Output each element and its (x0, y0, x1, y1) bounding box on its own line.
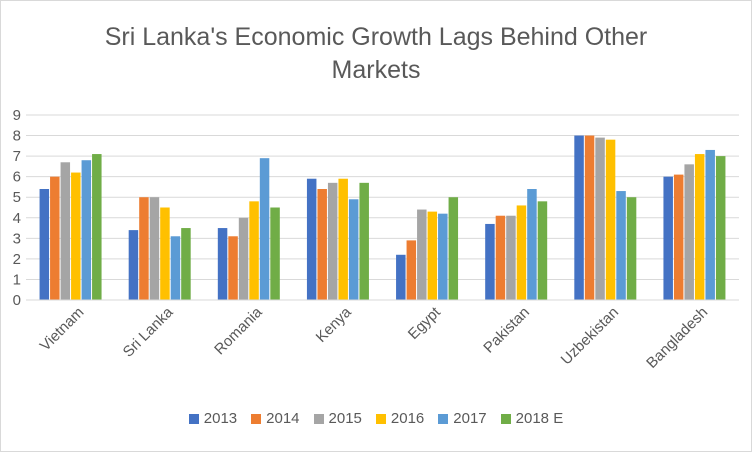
bar-vietnam-2013 (39, 189, 50, 300)
bar-pakistan-2013 (485, 223, 495, 300)
bar-romania-2018-e (270, 207, 280, 300)
legend-item: 2018 E (500, 410, 564, 427)
bar-bangladesh-2015 (684, 164, 694, 300)
bar-sri-lanka-2014 (139, 197, 149, 300)
bar-egypt-2014 (406, 240, 417, 300)
legend-swatch (438, 413, 449, 424)
bar-pakistan-2017 (527, 189, 537, 300)
bar-kenya-2013 (306, 178, 317, 300)
bar-sri-lanka-2018-e (181, 228, 191, 300)
y-tick-label: 8 (13, 128, 21, 145)
x-tick-label: Pakistan (480, 304, 533, 357)
bar-romania-2017 (259, 158, 270, 300)
bar-pakistan-2016 (516, 205, 527, 300)
y-tick-label: 3 (13, 230, 21, 247)
y-tick-label: 9 (13, 107, 21, 124)
legend-swatch (375, 413, 386, 424)
bar-kenya-2016 (338, 178, 348, 300)
chart-title-line-1: Sri Lanka's Economic Growth Lags Behind … (104, 23, 648, 51)
legend-label: 2014 (266, 410, 300, 427)
legend-item: 2013 (188, 410, 238, 427)
y-tick-label: 7 (13, 148, 21, 165)
legend-item: 2015 (313, 410, 362, 427)
legend-label: 2017 (453, 410, 487, 427)
legend-label: 2015 (328, 410, 362, 427)
bar-vietnam-2014 (50, 176, 60, 300)
x-tick-label: Romania (211, 303, 266, 358)
bar-egypt-2015 (417, 209, 427, 300)
bar-uzbekistan-2018-e (626, 197, 637, 300)
y-tick-label: 4 (13, 210, 21, 227)
legend-label: 2013 (203, 410, 238, 427)
legend-swatch (313, 413, 324, 424)
bar-vietnam-2015 (60, 162, 71, 300)
bar-vietnam-2017 (81, 160, 92, 300)
bar-vietnam-2018-e (92, 154, 102, 300)
bar-bangladesh-2018-e (715, 156, 726, 300)
bar-sri-lanka-2015 (149, 197, 160, 300)
bar-romania-2013 (217, 228, 228, 300)
y-tick-label: 2 (13, 251, 21, 268)
x-tick-label: Kenya (313, 303, 356, 346)
legend-label: 2016 (390, 410, 425, 427)
bar-pakistan-2018-e (537, 201, 548, 300)
chart-title: Sri Lanka's Economic Growth Lags Behind … (1, 21, 751, 87)
y-tick-label: 6 (13, 169, 21, 186)
legend-swatch (500, 413, 511, 424)
bar-bangladesh-2013 (663, 176, 673, 300)
bar-uzbekistan-2017 (616, 191, 626, 300)
x-tick-label: Uzbekistan (558, 304, 622, 368)
bar-egypt-2013 (396, 254, 406, 300)
chart-title-line-2: Markets (331, 56, 421, 84)
bar-bangladesh-2017 (705, 149, 715, 300)
x-tick-label: Bangladesh (643, 304, 711, 372)
bar-uzbekistan-2015 (595, 137, 605, 300)
bar-romania-2015 (238, 217, 249, 300)
bar-pakistan-2015 (506, 215, 516, 300)
bar-kenya-2015 (327, 182, 338, 300)
y-tick-label: 1 (13, 271, 21, 288)
bar-sri-lanka-2013 (128, 230, 139, 300)
bar-kenya-2014 (317, 189, 327, 300)
bar-kenya-2017 (348, 199, 359, 300)
legend-item: 2014 (251, 410, 300, 427)
bar-bangladesh-2014 (673, 174, 684, 300)
chart-legend: 2013 2014 2015 2016 2017 2018 E (1, 410, 751, 427)
bar-uzbekistan-2013 (574, 135, 584, 300)
x-tick-label: Egypt (405, 303, 445, 343)
bar-uzbekistan-2016 (605, 139, 616, 300)
bar-sri-lanka-2016 (160, 207, 170, 300)
y-tick-label: 0 (13, 292, 21, 309)
x-tick-label: Sri Lanka (120, 303, 177, 360)
bar-romania-2014 (228, 236, 238, 300)
x-tick-label: Vietnam (37, 304, 88, 355)
bar-bangladesh-2016 (694, 154, 705, 300)
bar-vietnam-2016 (71, 172, 81, 300)
legend-item: 2016 (375, 410, 425, 427)
legend-label: 2018 E (515, 410, 564, 427)
bar-kenya-2018-e (359, 182, 369, 300)
bar-egypt-2018-e (448, 197, 459, 300)
bar-romania-2016 (249, 201, 259, 300)
bar-pakistan-2014 (495, 215, 506, 300)
legend-item: 2017 (438, 410, 487, 427)
bar-uzbekistan-2014 (584, 135, 595, 300)
legend-swatch (188, 413, 199, 424)
y-tick-label: 5 (13, 189, 21, 206)
bar-sri-lanka-2017 (170, 236, 181, 300)
bar-egypt-2016 (427, 211, 438, 300)
bar-egypt-2017 (438, 213, 448, 300)
legend-swatch (251, 413, 262, 424)
